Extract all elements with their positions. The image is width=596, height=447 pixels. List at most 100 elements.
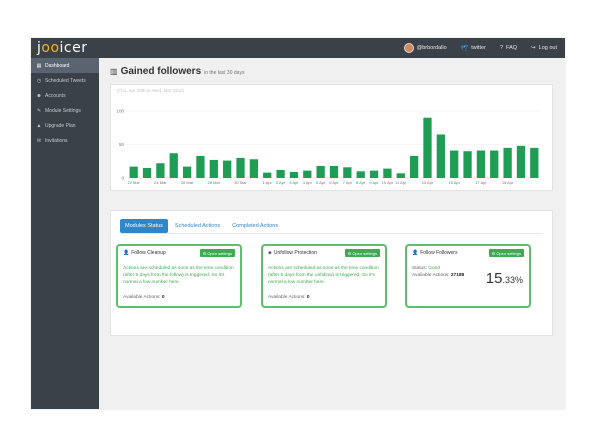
card-header: 👤 Follow Followers	[412, 250, 457, 256]
x-tick-label: 22 Mar	[127, 180, 140, 185]
x-tick-label: 2 Apr	[276, 180, 286, 185]
user-menu[interactable]: @brbordallo	[403, 43, 447, 53]
bar	[436, 134, 445, 178]
sidebar: ▤ Dashboard ◷ Scheduled Tweets ☻ Account…	[31, 58, 99, 409]
bar	[343, 167, 352, 178]
x-tick-label: 26 Mar	[181, 180, 194, 185]
bar	[476, 150, 486, 178]
twitter-icon: 🕊	[460, 45, 469, 52]
gear-icon: ⚙	[202, 250, 207, 256]
y-tick-label: 100	[116, 109, 124, 114]
bar	[423, 117, 432, 178]
x-tick-label: 10 Apr	[382, 180, 394, 185]
x-tick-label: 28 Mar	[208, 180, 221, 185]
bar	[142, 167, 152, 178]
chart-panel: (Thu, Apr 28th to Wed, Mar 22nd) 0 50 100 2…	[110, 84, 553, 191]
x-tick-label: 6 Apr	[329, 180, 339, 185]
card-header: 👤 Follow Cleanup	[123, 250, 166, 256]
user-minus-icon: 👤	[123, 250, 130, 256]
bar	[249, 159, 259, 178]
twitter-link[interactable]: 🕊 twitter	[460, 45, 486, 52]
available-actions: Available Actions: 0	[268, 295, 310, 300]
sidebar-item-invitations[interactable]: ✉ Invitations	[36, 137, 68, 144]
wrench-icon: ✎	[36, 107, 42, 114]
gear-icon: ⚙	[491, 250, 496, 256]
bar	[303, 170, 312, 178]
bar	[169, 153, 178, 178]
bar-chart-icon: ▥	[110, 67, 118, 76]
sidebar-item-dashboard[interactable]: ▤ Dashboard	[31, 58, 99, 73]
y-tick-label: 50	[119, 142, 125, 147]
bar	[156, 163, 165, 178]
chart-date-range: (Thu, Apr 28th to Wed, Mar 22nd)	[117, 88, 184, 93]
x-tick-label: 1 Apr	[263, 180, 273, 185]
tab-scheduled-actions[interactable]: Scheduled Actions	[174, 223, 221, 229]
logout-link[interactable]: ↪ Log out	[531, 45, 557, 51]
gear-icon: ⚙	[347, 250, 352, 256]
invitation-icon: ✉	[36, 137, 42, 144]
card-status: Status: Good Available Actions: 27188	[412, 266, 465, 278]
x-tick-label: 5 Apr	[316, 180, 326, 185]
username: @brbordallo	[416, 45, 447, 51]
bar	[223, 160, 232, 178]
bar	[209, 159, 218, 178]
available-actions: Available Actions: 0	[123, 295, 165, 300]
x-tick-label: 24 Mar	[154, 180, 167, 185]
main-content: ▥ Gained followers in the last 30 days (…	[99, 58, 565, 409]
card-header: ◈ Unfollow Protection	[268, 250, 317, 256]
card-title: Unfollow Protection	[273, 250, 317, 256]
app-window: jooicer @brbordallo 🕊 twitter ? FAQ ↪ Lo…	[31, 38, 565, 409]
card-follow-cleanup: 👤 Follow Cleanup ⚙ Open settings Actions …	[116, 244, 242, 308]
x-tick-label: 15 Apr	[448, 180, 460, 185]
module-tabs: Modules Status Scheduled Actions Complet…	[120, 219, 283, 233]
tab-divider	[120, 233, 543, 234]
x-tick-label: 30 Mar	[234, 180, 247, 185]
x-tick-label: 4 Apr	[303, 180, 313, 185]
bar	[196, 155, 205, 178]
user-plus-icon: 👤	[412, 250, 419, 256]
avatar	[403, 43, 414, 53]
bar	[276, 169, 285, 178]
card-follow-followers: 👤 Follow Followers ⚙ Open settings Status…	[405, 244, 531, 308]
x-tick-label: 7 Apr	[343, 180, 353, 185]
x-tick-label: 17 Apr	[475, 180, 487, 185]
sidebar-item-scheduled-tweets[interactable]: ◷ Scheduled Tweets	[36, 77, 86, 84]
x-tick-label: 9 Apr	[369, 180, 379, 185]
page-title: ▥ Gained followers in the last 30 days	[110, 66, 245, 77]
x-tick-label: 13 Apr	[422, 180, 434, 185]
tab-modules-status[interactable]: Modules Status	[120, 219, 168, 233]
bar	[289, 171, 299, 178]
card-description: Actions are scheduled as soon as the tim…	[268, 266, 379, 285]
bar	[409, 155, 419, 178]
card-title: Follow Cleanup	[131, 250, 166, 256]
x-tick-label: 11 Apr	[395, 180, 407, 185]
sidebar-item-accounts[interactable]: ☻ Accounts	[36, 92, 66, 99]
bar	[329, 165, 339, 178]
card-unfollow-protection: ◈ Unfollow Protection ⚙ Open settings Act…	[261, 244, 387, 308]
top-bar: jooicer @brbordallo 🕊 twitter ? FAQ ↪ Lo…	[31, 38, 565, 58]
tab-completed-actions[interactable]: Completed Actions	[232, 223, 279, 229]
open-settings-button[interactable]: ⚙ Open settings	[344, 249, 380, 257]
y-tick-label: 0	[121, 176, 124, 181]
status-value: Good	[428, 266, 441, 271]
bar	[263, 172, 272, 178]
sidebar-item-module-settings[interactable]: ✎ Module Settings	[36, 107, 81, 114]
bar	[503, 147, 512, 178]
follow-back-rate: 15.33%	[485, 270, 523, 287]
logout-icon: ↪	[531, 45, 536, 51]
bar	[516, 145, 526, 178]
bar	[383, 168, 392, 178]
faq-link[interactable]: ? FAQ	[499, 45, 518, 51]
shield-icon: ◈	[268, 250, 272, 256]
logo[interactable]: jooicer	[37, 40, 88, 56]
open-settings-button[interactable]: ⚙ Open settings	[199, 249, 235, 257]
top-nav: @brbordallo 🕊 twitter ? FAQ ↪ Log out	[403, 38, 557, 58]
modules-panel: Modules Status Scheduled Actions Complet…	[110, 210, 553, 336]
bar	[369, 170, 379, 178]
open-settings-button[interactable]: ⚙ Open settings	[488, 249, 524, 257]
sidebar-item-upgrade-plan[interactable]: ▲ Upgrade Plan	[36, 122, 76, 129]
bar	[463, 151, 472, 178]
followers-bar-chart: 0 50 100 22 Mar 24 Mar 26 Mar 28 Mar 30 Mar 1 Ap…	[116, 109, 541, 185]
users-icon: ☻	[36, 92, 42, 99]
bar	[530, 147, 539, 178]
